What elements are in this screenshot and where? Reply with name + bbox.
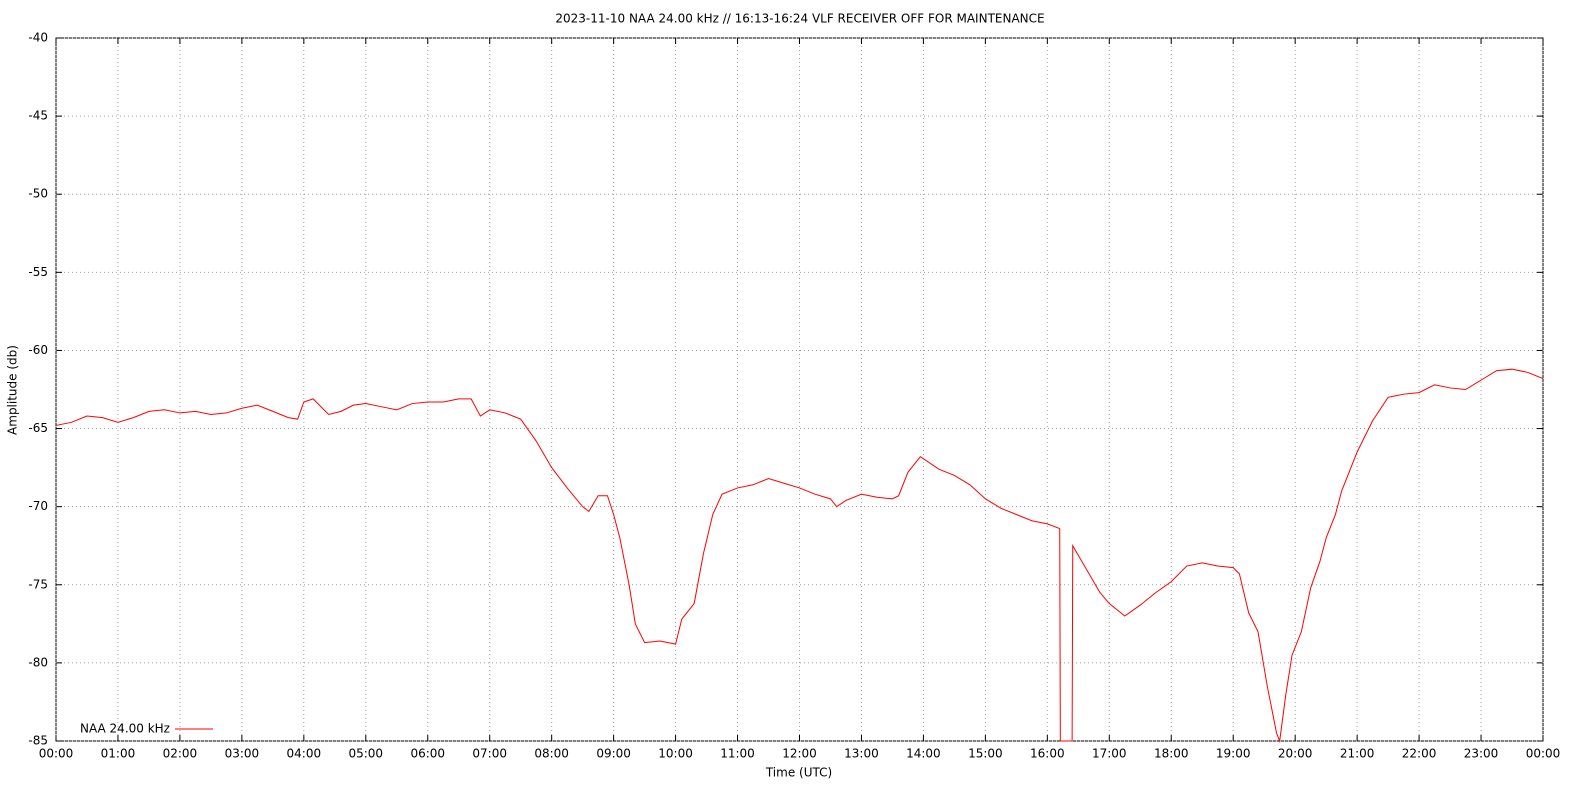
- x-tick-label: 12:00: [782, 747, 817, 761]
- x-tick-label: 08:00: [534, 747, 569, 761]
- x-tick-label: 21:00: [1340, 747, 1375, 761]
- x-tick-label: 06:00: [410, 747, 445, 761]
- y-tick-label: -45: [28, 109, 48, 123]
- x-tick-label: 00:00: [39, 747, 74, 761]
- y-axis-label: Amplitude (db): [6, 345, 20, 435]
- x-tick-label: 19:00: [1216, 747, 1251, 761]
- x-tick-label: 15:00: [968, 747, 1003, 761]
- y-tick-label: -40: [28, 31, 48, 45]
- x-tick-label: 11:00: [720, 747, 755, 761]
- x-tick-label: 01:00: [101, 747, 136, 761]
- x-tick-label: 10:00: [658, 747, 693, 761]
- y-tick-label: -65: [28, 421, 48, 435]
- x-tick-label: 05:00: [348, 747, 383, 761]
- y-tick-label: -80: [28, 655, 48, 669]
- y-tick-label: -85: [28, 734, 48, 748]
- x-tick-label: 04:00: [287, 747, 322, 761]
- x-axis-label: Time (UTC): [765, 766, 832, 780]
- x-tick-label: 22:00: [1402, 747, 1437, 761]
- x-tick-label: 03:00: [225, 747, 260, 761]
- y-tick-label: -70: [28, 499, 48, 513]
- y-tick-label: -75: [28, 577, 48, 591]
- x-tick-label: 23:00: [1464, 747, 1499, 761]
- chart-title: 2023-11-10 NAA 24.00 kHz // 16:13-16:24 …: [555, 12, 1044, 26]
- x-tick-label: 09:00: [596, 747, 631, 761]
- x-tick-label: 17:00: [1092, 747, 1127, 761]
- data-line: [55, 368, 1544, 743]
- x-tick-label: 20:00: [1278, 747, 1313, 761]
- legend-label: NAA 24.00 kHz: [80, 722, 170, 736]
- x-tick-label: 07:00: [472, 747, 507, 761]
- x-tick-label: 14:00: [906, 747, 941, 761]
- y-tick-label: -55: [28, 265, 48, 279]
- x-tick-label: 13:00: [844, 747, 879, 761]
- x-tick-label: 16:00: [1030, 747, 1065, 761]
- y-tick-label: -50: [28, 187, 48, 201]
- x-tick-label: 00:00: [1526, 747, 1561, 761]
- x-tick-label: 02:00: [163, 747, 198, 761]
- y-tick-label: -60: [28, 343, 48, 357]
- x-tick-label: 18:00: [1154, 747, 1189, 761]
- plot-frame: [55, 37, 1544, 742]
